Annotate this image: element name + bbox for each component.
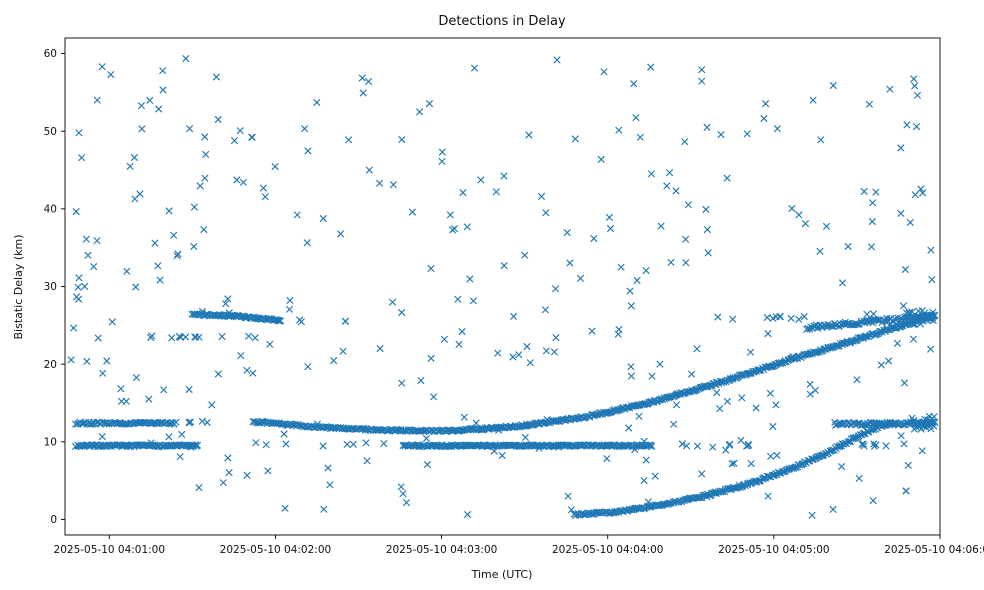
x-axis-ticks: 2025-05-10 04:01:00 2025-05-10 04:02:00 20… — [54, 535, 984, 556]
y-tick-label: 10 — [44, 437, 57, 449]
y-axis-ticks: 0 10 20 30 40 50 60 — [44, 48, 65, 526]
x-axis-label: Time (UTC) — [471, 568, 533, 581]
x-tick-label: 2025-05-10 04:05:00 — [718, 544, 830, 556]
x-tick-label: 2025-05-10 04:01:00 — [54, 544, 166, 556]
x-tick-label: 2025-05-10 04:02:00 — [220, 544, 332, 556]
y-tick-label: 60 — [44, 48, 57, 60]
x-tick-label: 2025-05-10 04:03:00 — [386, 544, 498, 556]
y-axis-label: Bistatic Delay (km) — [12, 234, 25, 339]
x-tick-label: 2025-05-10 04:04:00 — [552, 544, 664, 556]
y-tick-label: 50 — [44, 126, 57, 138]
y-tick-label: 0 — [50, 514, 57, 526]
y-tick-label: 20 — [44, 359, 57, 371]
x-tick-label: 2025-05-10 04:06:00 — [884, 544, 984, 556]
chart-title: Detections in Delay — [438, 14, 566, 29]
scatter-points — [67, 54, 939, 520]
y-tick-label: 30 — [44, 281, 57, 293]
y-tick-label: 40 — [44, 204, 57, 216]
